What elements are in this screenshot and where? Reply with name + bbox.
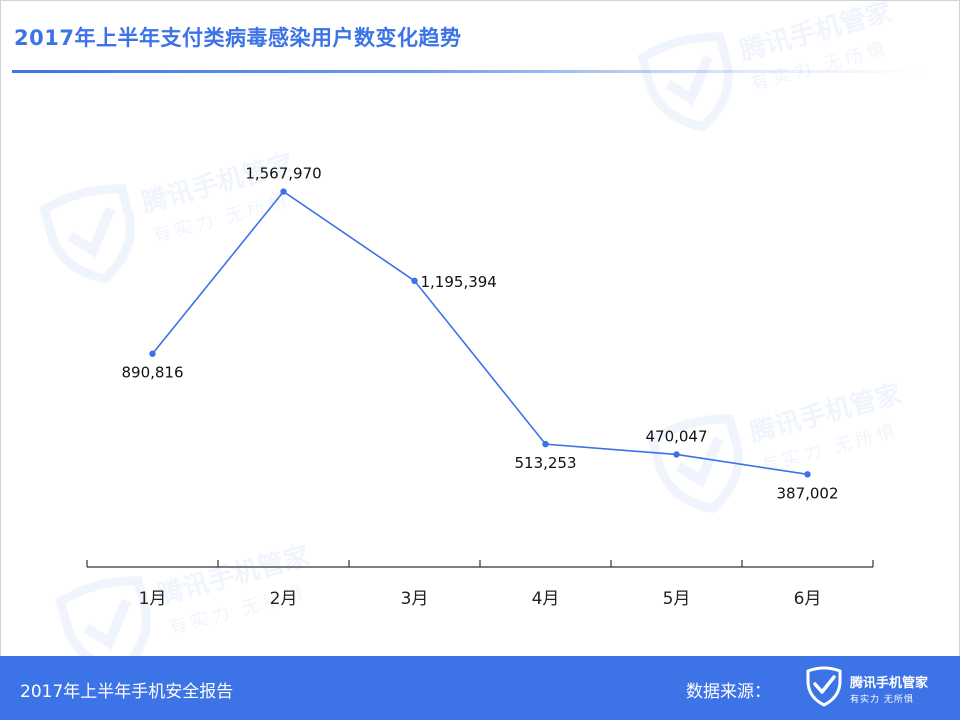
data-point: [804, 471, 811, 478]
title-underline: [12, 70, 924, 73]
series-line: [151, 190, 808, 476]
data-point: [673, 451, 680, 458]
watermark-shield-icon: [55, 576, 151, 656]
data-label: 470,047: [645, 427, 707, 445]
data-point: [542, 440, 549, 448]
watermark-check-icon: [665, 54, 714, 107]
watermark-shield-icon: [39, 184, 135, 284]
x-tick-label: 3月: [401, 589, 429, 609]
chart-title: 2017年上半年支付类病毒感染用户数变化趋势: [14, 26, 462, 50]
shield-check-icon: [806, 666, 842, 707]
data-source-label: 数据来源：: [686, 682, 771, 702]
data-label: 1,195,394: [421, 273, 497, 291]
logo-name: 腾讯手机管家: [850, 676, 929, 691]
data-label: 890,816: [121, 364, 183, 382]
watermark-check-icon: [83, 598, 132, 651]
data-point: [280, 188, 287, 195]
data-point: [149, 350, 156, 357]
footer-bar: 2017年上半年手机安全报告 数据来源： 腾讯手机管家 有实力 无所惧: [0, 656, 960, 720]
watermark-check-icon: [675, 436, 724, 489]
x-tick-label: 5月: [663, 589, 691, 609]
x-tick-label: 2月: [270, 589, 298, 609]
watermark-shield-icon: [637, 32, 733, 132]
data-label: 387,002: [776, 484, 838, 502]
data-label: 1,567,970: [245, 165, 321, 183]
data-point: [411, 277, 418, 285]
watermark-shield-icon: [647, 414, 743, 514]
logo-slogan: 有实力 无所惧: [850, 695, 914, 705]
data-label: 513,253: [514, 454, 576, 472]
watermark-check-icon: [67, 206, 116, 259]
x-tick-label: 4月: [532, 589, 560, 609]
tencent-manager-logo: 腾讯手机管家 有实力 无所惧: [804, 665, 944, 711]
x-tick-label: 6月: [794, 589, 822, 609]
x-tick-label: 1月: [139, 589, 167, 609]
report-name: 2017年上半年手机安全报告: [20, 682, 234, 702]
